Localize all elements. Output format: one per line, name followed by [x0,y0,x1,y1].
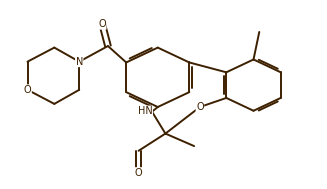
Text: O: O [135,168,143,178]
Text: O: O [98,19,106,29]
Text: O: O [24,85,31,95]
Text: O: O [196,102,204,112]
Text: HN: HN [138,106,152,116]
Text: N: N [76,57,83,67]
